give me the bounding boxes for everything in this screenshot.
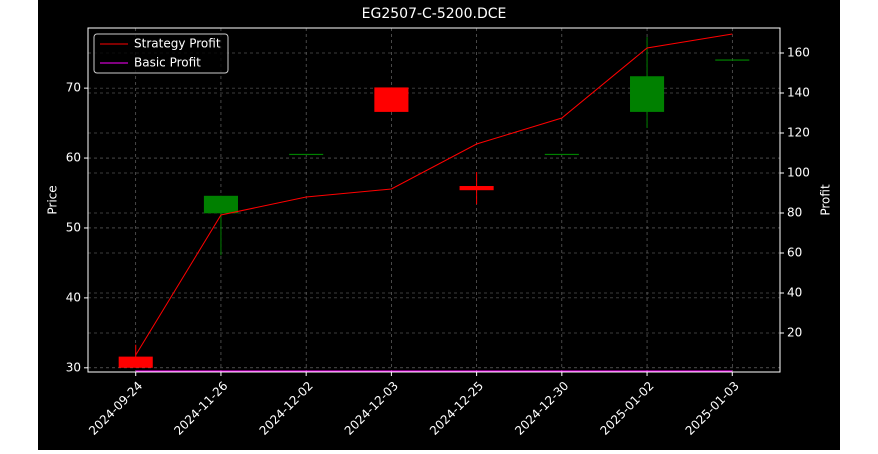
y2-tick-label: 160 — [787, 46, 810, 60]
candle-body — [374, 87, 409, 112]
figure-background — [38, 0, 840, 450]
axes-frame — [87, 27, 781, 373]
y-axis-label: Price — [46, 185, 60, 214]
y2-tick-label: 40 — [787, 286, 802, 300]
y-tick-label: 40 — [66, 290, 81, 304]
y2-tick-label: 120 — [787, 126, 810, 140]
y-tick-label: 60 — [66, 151, 81, 165]
candle-body — [289, 153, 324, 156]
y2-tick-label: 80 — [787, 206, 802, 220]
legend-label: Strategy Profit — [134, 37, 221, 51]
y2-axis-label: Profit — [819, 184, 833, 216]
candle-body — [459, 186, 494, 191]
y2-tick-label: 60 — [787, 246, 802, 260]
candle-body — [630, 76, 665, 112]
legend: Strategy Profit Basic Profit — [93, 33, 229, 74]
candle-body — [203, 195, 238, 214]
y2-tick-label: 20 — [787, 326, 802, 340]
y-tick-label: 30 — [66, 360, 81, 374]
candle-body — [715, 59, 750, 61]
y-tick-label: 50 — [66, 220, 81, 234]
legend-label: Basic Profit — [134, 56, 201, 70]
y2-tick-label: 100 — [787, 166, 810, 180]
candle-body — [118, 356, 153, 368]
candle-body — [544, 153, 579, 156]
profit-line — [135, 33, 733, 356]
chart-title: EG2507-C-5200.DCE — [362, 6, 507, 22]
y2-tick-label: 140 — [787, 86, 810, 100]
y-tick-label: 70 — [66, 81, 81, 95]
